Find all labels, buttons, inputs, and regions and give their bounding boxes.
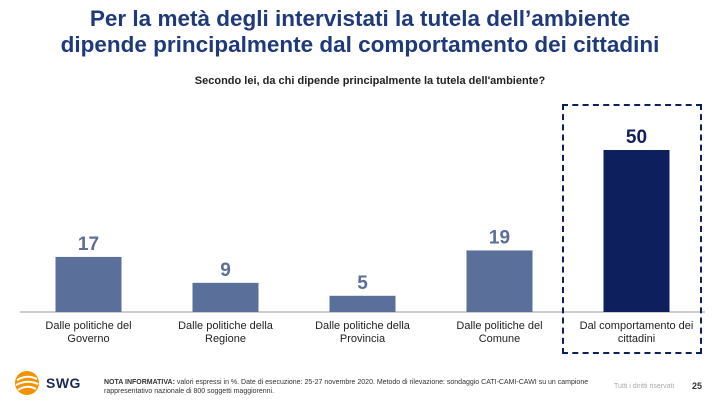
bar-3 [466, 250, 533, 312]
informative-note: NOTA INFORMATIVA: valori espressi in %. … [104, 378, 604, 396]
title-line-2: dipende principalmente dal comportamento… [60, 32, 660, 57]
bar-value-label-3: 19 [489, 227, 510, 248]
bar-value-label-2: 5 [357, 273, 368, 294]
bar-4 [603, 150, 670, 312]
category-label-3: Dalle politiche del Comune [456, 320, 543, 345]
page-title: Per la metà degli intervistati la tutela… [0, 6, 720, 58]
highlight-box [562, 104, 702, 354]
swg-logo-text: SWG [46, 375, 81, 391]
bar-value-label-4: 50 [626, 127, 647, 148]
category-label-0: Dalle politiche del Governo [45, 320, 132, 345]
note-text: valori espressi in %. Date di esecuzione… [104, 379, 589, 395]
bar-1 [192, 282, 259, 312]
bar-value-label-1: 9 [220, 260, 231, 281]
bar-value-label-0: 17 [78, 234, 99, 255]
note-label: NOTA INFORMATIVA: [104, 379, 175, 386]
bar-0 [55, 256, 122, 312]
rights-text: Tutti i diritti riservati [614, 383, 675, 390]
page-number: 25 [692, 381, 703, 391]
survey-question: Secondo lei, da chi dipende principalmen… [194, 75, 546, 87]
bar-2 [329, 295, 396, 312]
category-label-1: Dalle politiche della Regione [178, 320, 273, 345]
swg-logo: SWG [14, 370, 81, 396]
category-label-4: Dal comportamento dei cittadini [579, 320, 694, 345]
category-label-2: Dalle politiche della Provincia [315, 320, 410, 345]
title-line-1: Per la metà degli intervistati la tutela… [89, 6, 631, 31]
swg-globe-icon [15, 371, 39, 395]
